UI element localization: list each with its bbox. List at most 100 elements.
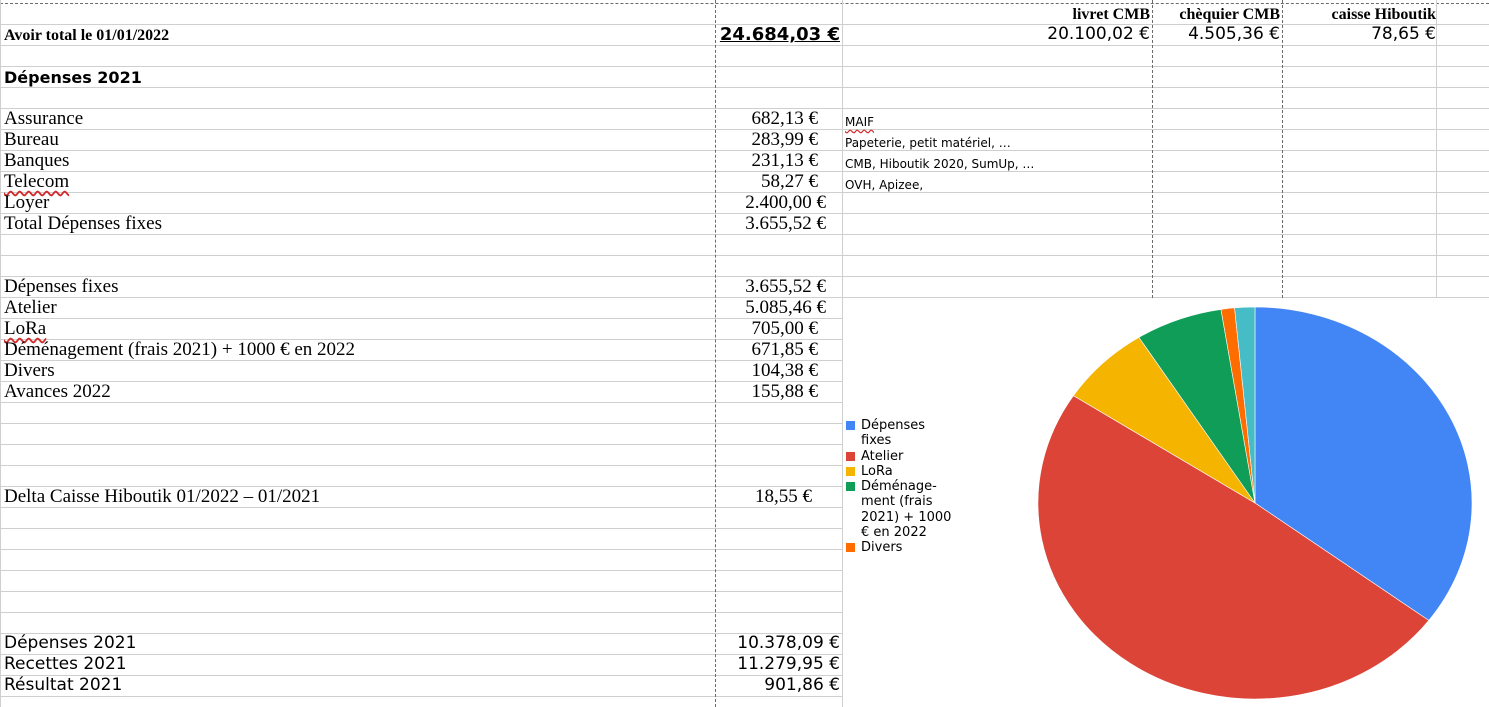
row-line (0, 192, 1489, 193)
row-line (0, 297, 1489, 298)
category-label[interactable]: Divers (4, 360, 55, 381)
expense-note[interactable]: OVH, Apizee, (845, 178, 924, 192)
row-line (0, 108, 1489, 109)
row-line (0, 465, 843, 466)
expense-note[interactable]: MAIF (845, 115, 875, 129)
row-line (0, 339, 843, 340)
category-label[interactable]: Avances 2022 (4, 381, 111, 402)
summary-label[interactable]: Dépenses 2021 (4, 633, 137, 653)
row-line (0, 423, 843, 424)
row-line (0, 507, 843, 508)
legend-item: Déménage- ment (frais 2021) + 1000 € en … (846, 479, 971, 540)
legend-swatch (846, 421, 855, 430)
legend-label: Dépenses fixes (861, 418, 926, 449)
legend-swatch (846, 466, 855, 476)
legend-swatch (846, 482, 855, 492)
expense-label[interactable]: Bureau (4, 129, 59, 150)
legend-label: Déménage- ment (frais 2021) + 1000 € en … (861, 479, 952, 541)
row-line (0, 633, 843, 634)
row-line (0, 87, 1489, 88)
row-line (0, 3, 1489, 5)
category-value[interactable]: 155,88 € (751, 381, 819, 402)
delta-value[interactable]: 18,55 € (755, 486, 812, 507)
chart-legend: Dépenses fixes Atelier LoRa Déménage- ment … (846, 418, 971, 556)
delta-label-text: Delta Caisse Hiboutik 01/2022 – 01/2021 (4, 486, 321, 507)
row-line (0, 213, 1489, 214)
row-line (0, 66, 1489, 67)
row-line (0, 549, 843, 550)
row-line (0, 675, 843, 676)
row-line (0, 696, 843, 697)
row-line (0, 171, 1489, 172)
category-label[interactable]: Atelier (4, 297, 57, 318)
category-value[interactable]: 3.655,52 € (745, 276, 826, 297)
summary-label[interactable]: Recettes 2021 (4, 654, 127, 674)
avoir-total-label[interactable]: Avoir total le 01/01/2022 (4, 27, 170, 44)
row-line (0, 570, 843, 571)
row-line (0, 654, 843, 655)
summary-value[interactable]: 901,86 € (764, 675, 840, 695)
row-line (0, 24, 1489, 25)
row-line (0, 234, 1489, 235)
row-line (0, 276, 1489, 277)
category-label[interactable]: Déménagement (frais 2021) + 1000 € en 20… (4, 339, 356, 360)
column-separator (1282, 0, 1283, 298)
section-title[interactable]: Dépenses 2021 (4, 68, 142, 87)
expense-value[interactable]: 58,27 € (761, 171, 818, 192)
category-label[interactable]: LoRa (4, 318, 47, 339)
summary-value[interactable]: 10.378,09 € (737, 633, 840, 653)
account-name-chequier[interactable]: chèquier CMB (1179, 6, 1280, 23)
row-line (0, 591, 843, 592)
fixed-total-label[interactable]: Total Dépenses fixes (4, 213, 163, 234)
expense-note[interactable]: CMB, Hiboutik 2020, SumUp, … (845, 157, 1035, 171)
row-line (0, 528, 843, 529)
expense-label[interactable]: Banques (4, 150, 70, 171)
legend-swatch (846, 451, 855, 461)
expense-label[interactable]: Loyer (4, 192, 50, 213)
expense-label[interactable]: Assurance (4, 108, 84, 129)
row-line (0, 45, 1489, 46)
legend-item: Divers (846, 540, 971, 555)
category-value[interactable]: 705,00 € (751, 318, 819, 339)
row-line (0, 402, 843, 403)
row-line (0, 444, 843, 445)
delta-label[interactable]: Delta Caisse Hiboutik 01/2022 – 01/2021 (4, 486, 320, 507)
expense-note[interactable]: Papeterie, petit matériel, … (845, 136, 1011, 150)
column-separator (715, 0, 716, 707)
row-line (0, 486, 843, 487)
row-line (0, 318, 843, 319)
column-separator (1436, 0, 1437, 298)
expense-label[interactable]: Telecom (4, 171, 70, 192)
category-value[interactable]: 671,85 € (751, 339, 819, 360)
expense-value[interactable]: 231,13 € (751, 150, 819, 171)
category-label[interactable]: Dépenses fixes (4, 276, 119, 297)
expense-value[interactable]: 283,99 € (751, 129, 819, 150)
category-value[interactable]: 5.085,46 € (745, 297, 826, 318)
account-name-caisse[interactable]: caisse Hiboutik (1331, 6, 1436, 23)
legend-label: Divers (861, 540, 903, 556)
account-value-chequier[interactable]: 4.505,36 € (1188, 24, 1280, 44)
summary-label[interactable]: Résultat 2021 (4, 675, 123, 695)
fixed-total-value[interactable]: 3.655,52 € (745, 213, 826, 234)
row-line (0, 381, 843, 382)
legend-item: Atelier (846, 449, 971, 464)
account-value-caisse[interactable]: 78,65 € (1371, 24, 1436, 44)
column-separator (0, 0, 1, 707)
column-separator (842, 0, 843, 707)
legend-item: Dépenses fixes (846, 418, 971, 449)
account-value-livret[interactable]: 20.100,02 € (1047, 24, 1150, 44)
legend-label: Atelier (861, 448, 904, 464)
column-separator (1152, 0, 1153, 298)
account-name-livret[interactable]: livret CMB (1072, 6, 1150, 23)
row-line (0, 255, 1489, 256)
avoir-total-value[interactable]: 24.684,03 € (719, 24, 840, 45)
summary-value[interactable]: 11.279,95 € (737, 654, 840, 674)
legend-label: LoRa (861, 463, 893, 479)
expense-value[interactable]: 2.400,00 € (745, 192, 826, 213)
row-line (0, 612, 843, 613)
category-value[interactable]: 104,38 € (751, 360, 819, 381)
row-line (0, 150, 1489, 151)
expense-value[interactable]: 682,13 € (751, 108, 819, 129)
legend-swatch (846, 543, 855, 553)
